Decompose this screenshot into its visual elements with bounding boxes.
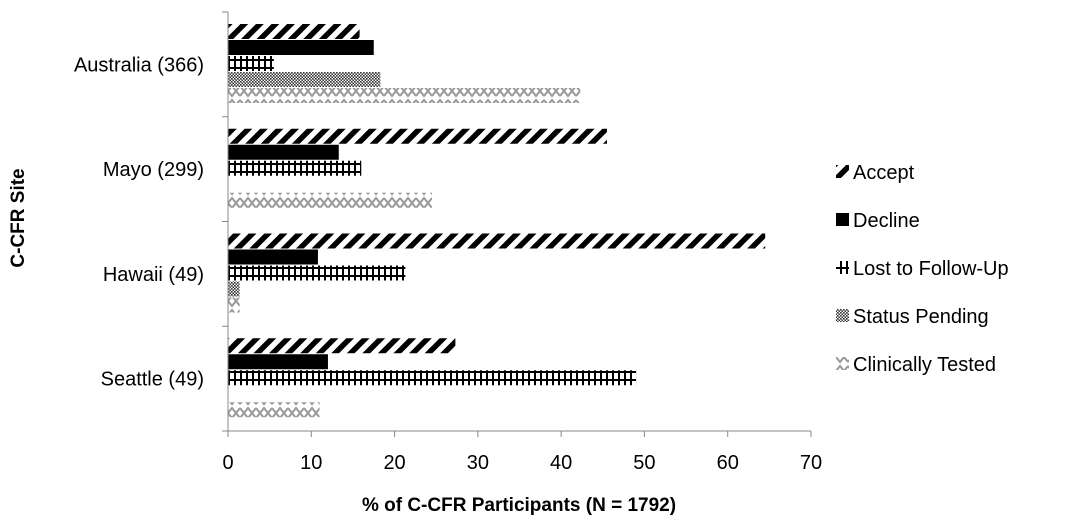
legend-swatch — [836, 357, 849, 370]
bar-lost-to-follow-up-2 — [228, 160, 362, 176]
bar-lost-to-follow-up-3 — [228, 265, 406, 281]
bar-accept-4 — [228, 338, 456, 354]
bar-decline-2 — [228, 144, 339, 160]
bar-decline-3 — [228, 249, 318, 265]
category-label: Seattle (49) — [101, 369, 204, 391]
axes-layer — [222, 11, 811, 432]
bar-accept-3 — [228, 233, 766, 249]
x-axis-title: % of C-CFR Participants (N = 1792) — [362, 495, 676, 516]
bar-accept-2 — [228, 128, 607, 144]
bar-clinically-tested-4 — [228, 402, 320, 418]
legend-label: Clinically Tested — [853, 354, 996, 376]
legend-swatch — [836, 213, 849, 226]
y-axis-title: C-CFR Site — [8, 168, 29, 267]
x-tick-label: 70 — [800, 452, 822, 474]
bars-layer — [228, 24, 766, 418]
legend: Accept Decline Lost to Follow-Up Status Pen… — [836, 162, 1009, 376]
x-tick-label: 20 — [383, 452, 405, 474]
x-tick-label: 30 — [467, 452, 489, 474]
x-tick-label: 50 — [633, 452, 655, 474]
ticks-layer: 0 10 20 30 40 50 60 70 — [222, 431, 822, 474]
bar-status-pending-1 — [228, 72, 381, 87]
legend-label: Accept — [853, 162, 915, 184]
x-tick-label: 10 — [300, 452, 322, 474]
x-tick-label: 60 — [717, 452, 739, 474]
bar-lost-to-follow-up-4 — [228, 370, 637, 386]
legend-label: Lost to Follow-Up — [853, 258, 1009, 280]
x-tick-label: 0 — [222, 452, 233, 474]
bar-decline-1 — [228, 40, 374, 55]
bar-clinically-tested-3 — [228, 297, 240, 313]
legend-swatch — [836, 309, 849, 322]
category-label: Mayo (299) — [103, 159, 204, 181]
bar-accept-1 — [228, 24, 360, 39]
bar-clinically-tested-1 — [228, 88, 581, 103]
legend-label: Decline — [853, 210, 920, 232]
legend-label: Status Pending — [853, 306, 989, 328]
bar-clinically-tested-2 — [228, 192, 433, 208]
x-tick-label: 40 — [550, 452, 572, 474]
category-label: Australia (366) — [74, 54, 204, 76]
legend-swatch — [836, 261, 849, 274]
category-labels: Australia (366) Mayo (299) Hawaii (49) Seat… — [74, 54, 204, 390]
bar-decline-4 — [228, 354, 328, 370]
bar-status-pending-3 — [228, 281, 240, 297]
bar-lost-to-follow-up-1 — [228, 56, 274, 71]
category-label: Hawaii (49) — [103, 264, 204, 286]
legend-swatch — [836, 165, 849, 178]
